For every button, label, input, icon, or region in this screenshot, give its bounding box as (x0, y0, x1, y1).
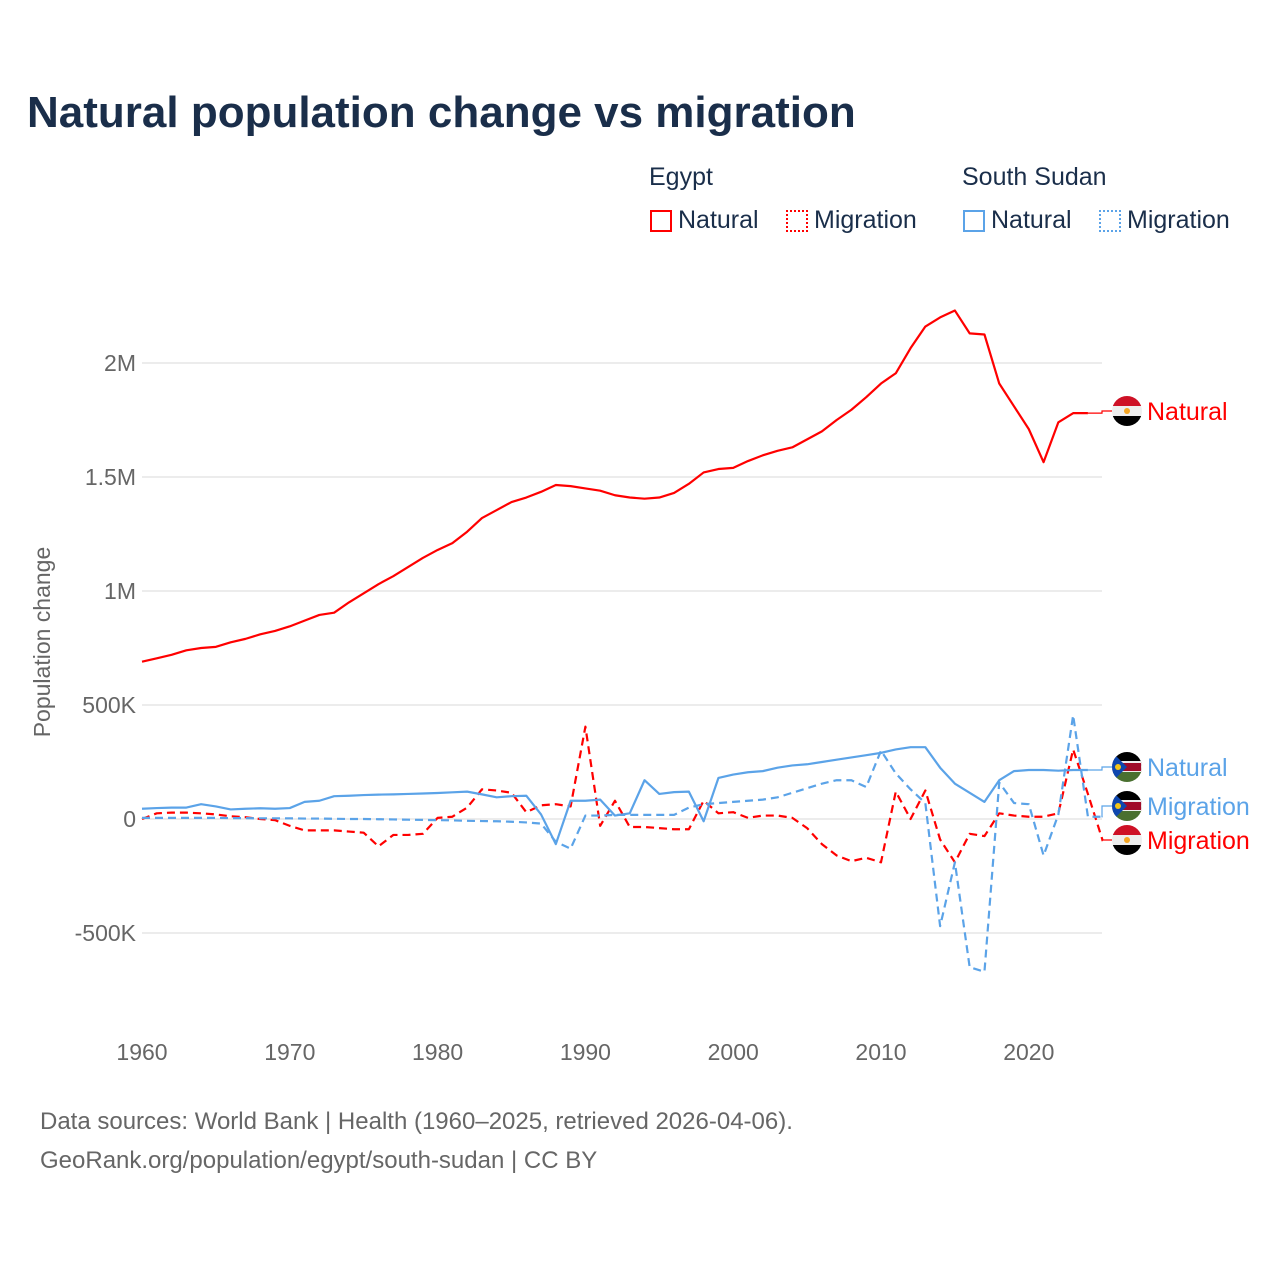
y-tick-label: 500K (82, 692, 136, 718)
legend-swatch-solid (963, 209, 985, 232)
south-sudan-flag-icon (1112, 791, 1142, 821)
legend-label: Migration (814, 206, 917, 234)
x-tick-label: 1970 (264, 1039, 315, 1065)
label-connector (1101, 839, 1112, 842)
x-tick-label: 1980 (412, 1039, 463, 1065)
legend-group-south-sudan: South Sudan (962, 163, 1107, 191)
label-connector (1101, 805, 1112, 818)
x-tick-label: 1990 (560, 1039, 611, 1065)
legend-swatch-dotted (786, 209, 808, 232)
egypt-flag-icon (1112, 396, 1142, 426)
series-line-south-sudan-migration (142, 714, 1103, 973)
y-tick-label: 0 (123, 806, 136, 832)
legend-label: Natural (991, 206, 1072, 234)
south-sudan-flag-icon (1112, 752, 1142, 782)
series-line-south-sudan-natural (141, 746, 1088, 846)
x-tick-label: 2000 (708, 1039, 759, 1065)
series-line-egypt-migration (141, 725, 1104, 864)
x-tick-label: 2020 (1003, 1039, 1054, 1065)
legend-label: Natural (678, 206, 759, 234)
series-end-label: Migration (1147, 793, 1250, 821)
x-tick-label: 2010 (855, 1039, 906, 1065)
series-end-label: Natural (1147, 398, 1228, 426)
y-tick-label: 1M (104, 578, 136, 604)
series-end-label: Natural (1147, 754, 1228, 782)
chart-title: Natural population change vs migration (27, 88, 856, 137)
legend-label: Migration (1127, 206, 1230, 234)
egypt-flag-icon (1112, 825, 1142, 855)
footer-source: Data sources: World Bank | Health (1960–… (40, 1108, 793, 1135)
legend-egypt-natural[interactable]: Natural (650, 206, 759, 235)
series-line-egypt-natural (141, 309, 1088, 663)
legend-ssudan-natural[interactable]: Natural (963, 206, 1072, 235)
y-tick-label: 2M (104, 350, 136, 376)
legend-swatch-solid (650, 209, 672, 232)
x-tick-label: 1960 (116, 1039, 167, 1065)
y-tick-label: -500K (75, 920, 137, 946)
y-axis-label: Population change (29, 547, 55, 738)
legend-ssudan-migration[interactable]: Migration (1099, 206, 1230, 235)
series-end-label: Migration (1147, 827, 1250, 855)
label-connector (1087, 766, 1112, 771)
legend-swatch-dotted (1099, 209, 1121, 232)
label-connector (1087, 410, 1112, 414)
y-tick-label: 1.5M (85, 464, 136, 490)
footer-attribution: GeoRank.org/population/egypt/south-sudan… (40, 1147, 598, 1174)
legend-group-egypt: Egypt (649, 163, 713, 191)
legend-egypt-migration[interactable]: Migration (786, 206, 917, 235)
